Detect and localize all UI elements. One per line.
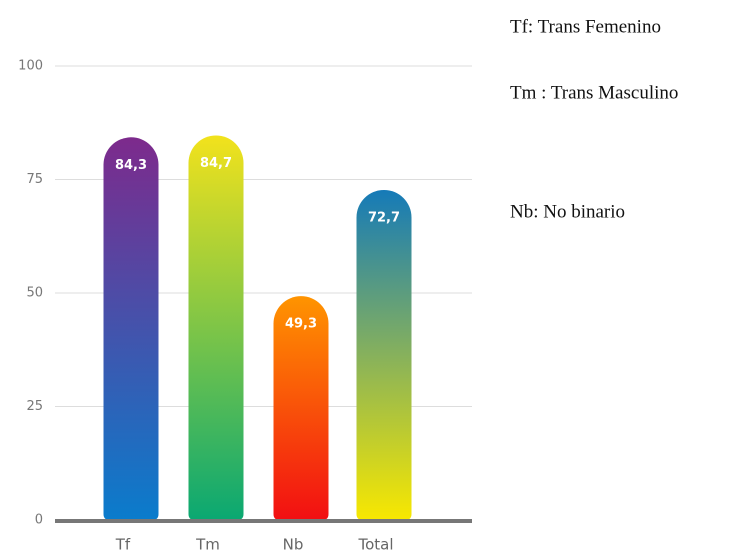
x-tick-label: Nb <box>283 536 304 554</box>
note: Nb: No binario <box>510 201 625 222</box>
value-label: 72,7 <box>368 210 400 225</box>
x-tick-label: Total <box>357 536 393 554</box>
value-label: 84,3 <box>115 158 147 173</box>
y-tick-label: 100 <box>18 59 43 74</box>
x-tick-label: Tf <box>115 536 131 554</box>
bar <box>188 135 244 520</box>
y-tick-label: 50 <box>26 286 43 301</box>
note: Tm : Trans Masculino <box>510 82 678 103</box>
value-label: 84,7 <box>200 156 232 171</box>
bar <box>356 189 412 520</box>
y-tick-label: 75 <box>26 172 43 187</box>
x-tick-label: Tm <box>195 536 220 554</box>
note: Tf: Trans Femenino <box>510 16 661 37</box>
y-tick-label: 25 <box>26 399 43 414</box>
bar <box>103 137 159 520</box>
value-label: 49,3 <box>285 317 317 332</box>
y-tick-label: 0 <box>35 513 43 528</box>
bar <box>273 296 329 520</box>
